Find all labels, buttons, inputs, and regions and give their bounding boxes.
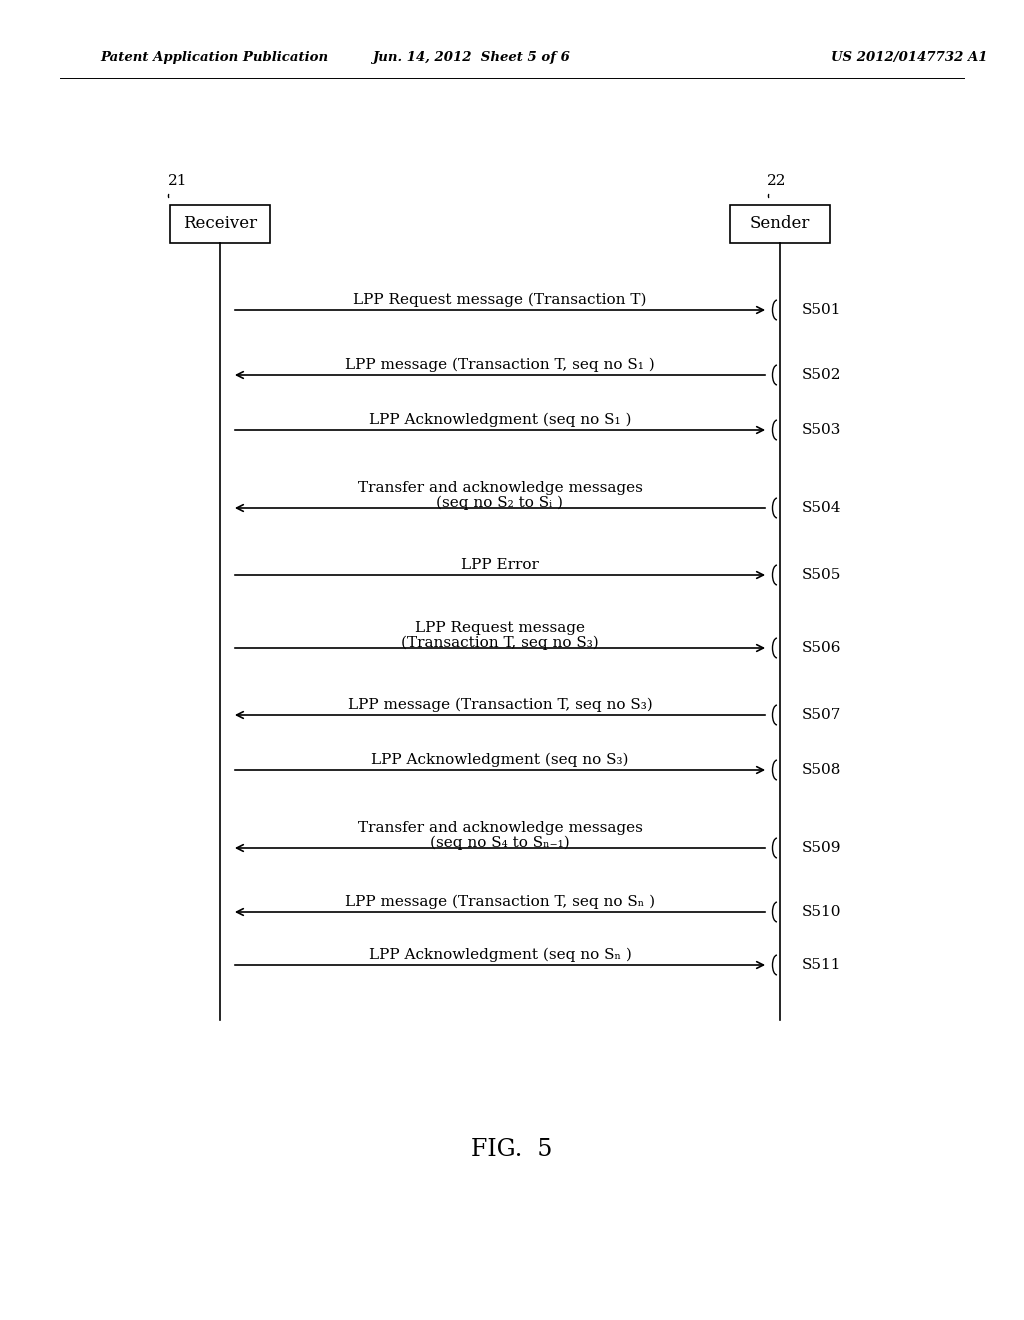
Text: 21: 21 <box>168 174 187 187</box>
Text: Sender: Sender <box>750 215 810 232</box>
Text: S502: S502 <box>802 368 842 381</box>
Text: Patent Application Publication: Patent Application Publication <box>100 51 328 65</box>
Text: S501: S501 <box>802 304 842 317</box>
Text: LPP message (Transaction T, seq no S₁ ): LPP message (Transaction T, seq no S₁ ) <box>345 358 655 372</box>
Text: LPP Acknowledgment (seq no Sₙ ): LPP Acknowledgment (seq no Sₙ ) <box>369 948 632 962</box>
FancyBboxPatch shape <box>730 205 830 243</box>
Text: S510: S510 <box>802 906 842 919</box>
Text: S506: S506 <box>802 642 842 655</box>
Text: S503: S503 <box>802 422 842 437</box>
FancyBboxPatch shape <box>170 205 270 243</box>
Text: Transfer and acknowledge messages: Transfer and acknowledge messages <box>357 480 642 495</box>
Text: S505: S505 <box>802 568 842 582</box>
Text: S504: S504 <box>802 502 842 515</box>
Text: Receiver: Receiver <box>183 215 257 232</box>
Text: S507: S507 <box>802 708 842 722</box>
Text: Jun. 14, 2012  Sheet 5 of 6: Jun. 14, 2012 Sheet 5 of 6 <box>372 51 570 65</box>
Text: (seq no S₂ to Sᵢ ): (seq no S₂ to Sᵢ ) <box>436 496 563 511</box>
Text: LPP Request message: LPP Request message <box>415 620 585 635</box>
Text: LPP Request message (Transaction T): LPP Request message (Transaction T) <box>353 293 647 308</box>
Text: US 2012/0147732 A1: US 2012/0147732 A1 <box>830 51 987 65</box>
Text: LPP Acknowledgment (seq no S₃): LPP Acknowledgment (seq no S₃) <box>372 752 629 767</box>
Text: LPP Acknowledgment (seq no S₁ ): LPP Acknowledgment (seq no S₁ ) <box>369 413 631 428</box>
Text: S511: S511 <box>802 958 842 972</box>
Text: (Transaction T, seq no S₃): (Transaction T, seq no S₃) <box>401 636 599 651</box>
Text: FIG.  5: FIG. 5 <box>471 1138 553 1162</box>
Text: S509: S509 <box>802 841 842 855</box>
Text: LPP message (Transaction T, seq no Sₙ ): LPP message (Transaction T, seq no Sₙ ) <box>345 895 655 909</box>
Text: LPP message (Transaction T, seq no S₃): LPP message (Transaction T, seq no S₃) <box>347 698 652 713</box>
Text: Transfer and acknowledge messages: Transfer and acknowledge messages <box>357 821 642 836</box>
Text: (seq no S₄ to Sₙ₋₁): (seq no S₄ to Sₙ₋₁) <box>430 836 570 850</box>
Text: 22: 22 <box>767 174 786 187</box>
Text: LPP Error: LPP Error <box>461 558 539 572</box>
Text: S508: S508 <box>802 763 842 777</box>
